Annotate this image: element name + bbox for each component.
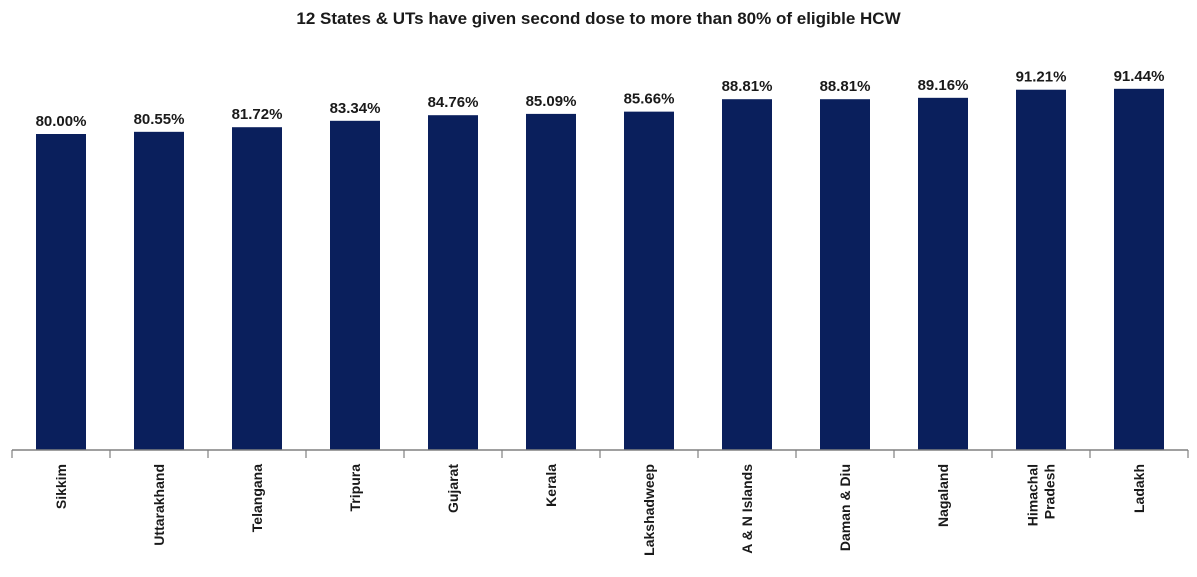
- category-label-line: Ladakh: [1131, 464, 1147, 513]
- category-label-line: Daman & Diu: [837, 464, 853, 551]
- data-label: 88.81%: [820, 78, 871, 95]
- data-label: 85.66%: [624, 91, 675, 108]
- category-label-line: Sikkim: [53, 464, 69, 509]
- category-labels-group: Sikkim Uttarakhand Telangana Tripura Gujarat…: [53, 464, 1147, 556]
- bar: [330, 120, 380, 450]
- category-label: Kerala: [543, 464, 559, 507]
- data-label: 89.16%: [918, 77, 969, 94]
- data-label: 85.09%: [526, 93, 577, 110]
- category-label: Tripura: [347, 464, 363, 512]
- data-label: 91.21%: [1016, 69, 1067, 86]
- bars-group: [36, 88, 1164, 451]
- x-axis: [11, 449, 1189, 458]
- bar: [526, 113, 576, 450]
- data-label: 88.81%: [722, 78, 773, 95]
- data-labels-group: 80.00% 80.55% 81.72% 83.34% 84.76% 85.09% 85.6…: [36, 68, 1165, 130]
- bar: [820, 99, 870, 450]
- data-label: 80.55%: [134, 111, 185, 128]
- category-label: Lakshadweep: [641, 464, 657, 556]
- data-label: 83.34%: [330, 100, 381, 117]
- bar: [1114, 88, 1164, 450]
- category-label: Daman & Diu: [837, 464, 853, 551]
- category-label: Uttarakhand: [151, 464, 167, 546]
- category-label-line: Gujarat: [445, 464, 461, 513]
- data-label: 81.72%: [232, 106, 283, 123]
- category-label-line: Uttarakhand: [151, 464, 167, 546]
- category-label-line: Lakshadweep: [641, 464, 657, 556]
- category-label-line: Pradesh: [1042, 464, 1058, 519]
- category-label: Telangana: [249, 464, 265, 532]
- category-label-line: Nagaland: [935, 464, 951, 527]
- category-label: Gujarat: [445, 464, 461, 513]
- category-label: Sikkim: [53, 464, 69, 509]
- bar: [1016, 89, 1066, 451]
- category-label-line: Kerala: [543, 464, 559, 507]
- category-label-line: Himachal: [1025, 464, 1041, 526]
- category-label: Nagaland: [935, 464, 951, 527]
- category-label: A & N Islands: [739, 464, 755, 554]
- category-label-line: Tripura: [347, 464, 363, 512]
- chart-title: 12 States & UTs have given second dose t…: [296, 9, 901, 28]
- bar: [428, 115, 478, 450]
- bar: [722, 99, 772, 450]
- bar: [624, 111, 674, 450]
- category-label: Himachal Pradesh: [1025, 464, 1058, 526]
- bar: [232, 127, 282, 451]
- bar: [134, 131, 184, 450]
- data-label: 91.44%: [1114, 68, 1165, 85]
- bar: [36, 134, 86, 450]
- data-label: 84.76%: [428, 94, 479, 111]
- data-label: 80.00%: [36, 113, 87, 130]
- category-label: Ladakh: [1131, 464, 1147, 513]
- category-label-line: Telangana: [249, 464, 265, 532]
- category-label-line: A & N Islands: [739, 464, 755, 554]
- bar: [918, 97, 968, 451]
